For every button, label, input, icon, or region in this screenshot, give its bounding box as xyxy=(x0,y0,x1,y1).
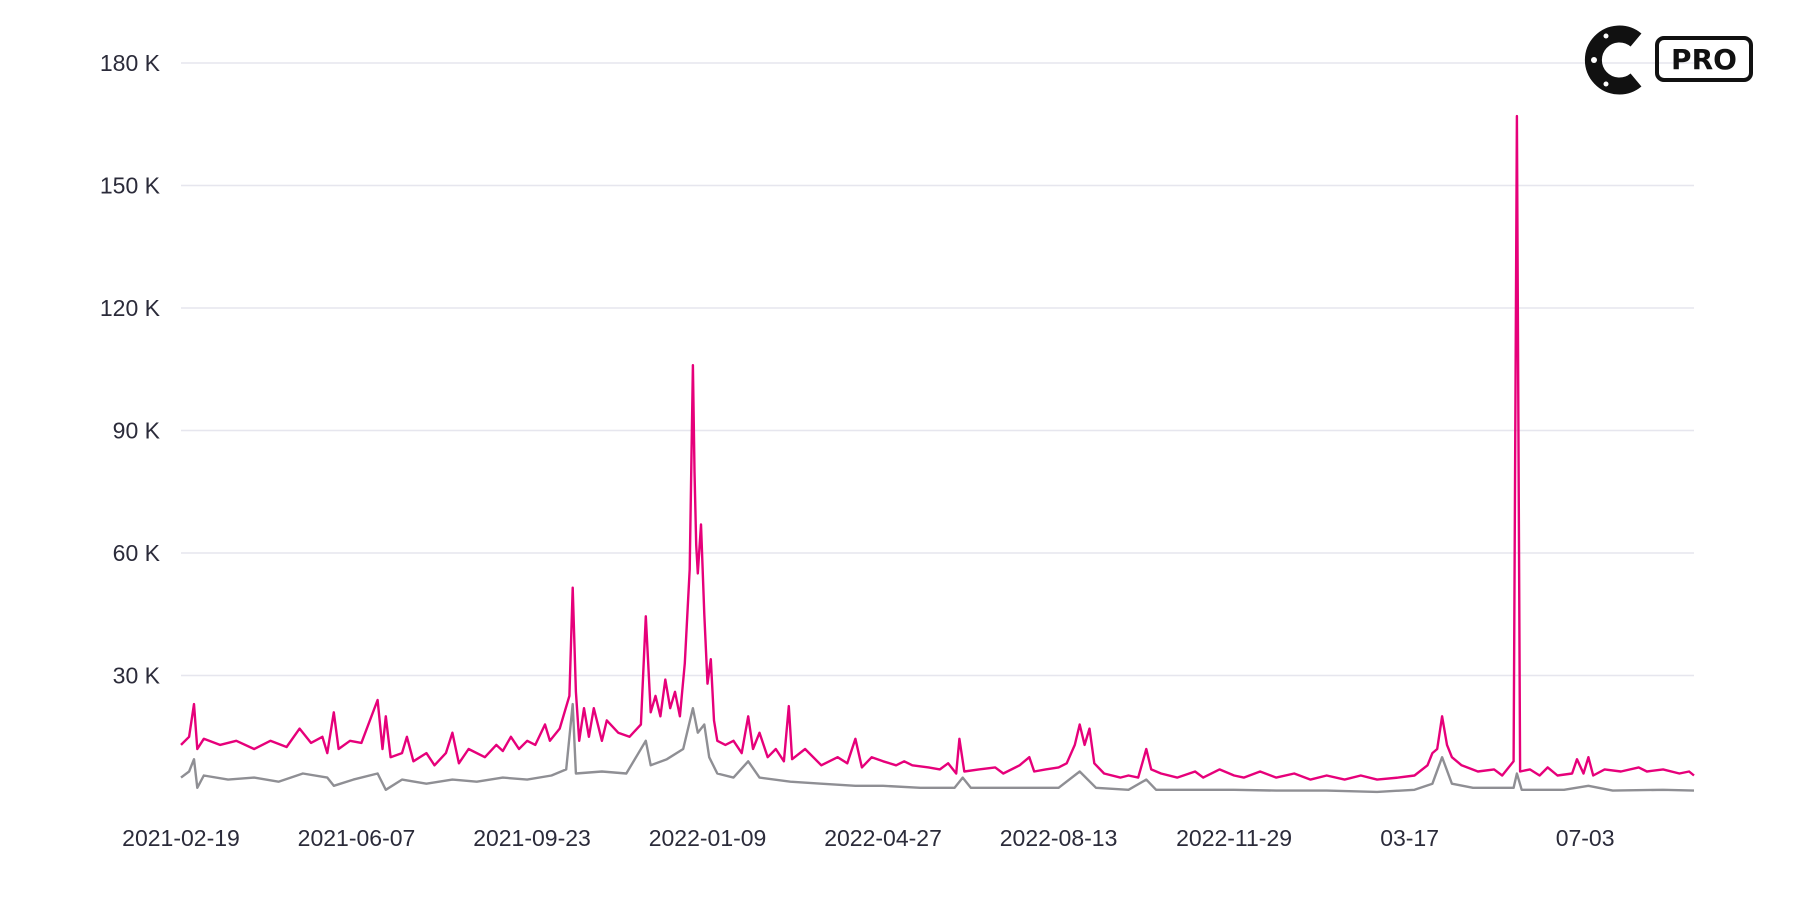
x-tick-label: 2021-02-19 xyxy=(122,825,240,851)
x-tick-label: 2022-08-13 xyxy=(1000,825,1118,851)
y-tick-label: 180 K xyxy=(100,50,161,76)
series-line-1 xyxy=(180,702,1695,794)
series-line-0 xyxy=(180,114,1695,781)
y-tick-label: 30 K xyxy=(113,663,161,689)
y-tick-label: 150 K xyxy=(100,173,161,199)
y-tick-label: 120 K xyxy=(100,295,161,321)
grid-lines xyxy=(181,62,1694,677)
series-lines xyxy=(180,114,1695,794)
y-axis-tick-labels: 30 K 60 K 90 K 120 K 150 K 180 K xyxy=(100,50,161,689)
pro-badge-text: PRO xyxy=(1671,42,1737,76)
y-tick-label: 90 K xyxy=(113,418,161,444)
x-tick-label: 07-03 xyxy=(1556,825,1615,851)
pro-badge: PRO xyxy=(1655,36,1753,82)
x-tick-label: 2022-01-09 xyxy=(649,825,767,851)
y-tick-label: 60 K xyxy=(113,540,161,566)
x-tick-label: 2022-04-27 xyxy=(824,825,942,851)
x-axis-tick-labels: 2021-02-19 2021-06-07 2021-09-23 2022-01-09… xyxy=(122,825,1614,851)
x-tick-label: 2021-06-07 xyxy=(298,825,416,851)
x-tick-label: 2022-11-29 xyxy=(1176,825,1292,851)
pro-logo: PRO xyxy=(1580,22,1770,98)
c-logo-icon xyxy=(1584,25,1642,95)
x-tick-label: 03-17 xyxy=(1380,825,1439,851)
x-tick-label: 2021-09-23 xyxy=(473,825,591,851)
